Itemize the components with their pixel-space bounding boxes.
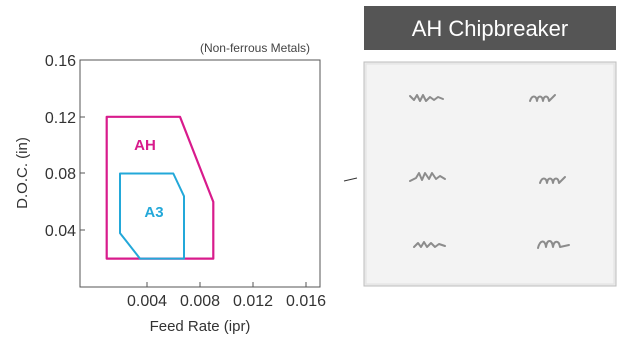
banner-title: AH Chipbreaker: [412, 16, 569, 41]
x-tick-label: 0.012: [233, 293, 273, 310]
x-axis-ticks: 0.004 0.008 0.012 0.016: [127, 282, 326, 310]
x-axis-title: Feed Rate (ipr): [150, 318, 251, 335]
x-tick-label: 0.008: [180, 293, 220, 310]
chip-sample: [409, 94, 444, 102]
chip-photo: [363, 61, 617, 287]
plot-frame: [79, 59, 321, 288]
chip-sample: [529, 94, 556, 102]
chart: 0.04 0.08 0.12 0.16 0.004 0.008 0.012 0.…: [14, 41, 326, 335]
chip-sample: [537, 240, 570, 249]
y-axis-ticks: 0.04 0.08 0.12 0.16: [45, 53, 85, 240]
y-axis-title: D.O.C. (in): [14, 137, 31, 209]
connector-line: [343, 177, 358, 182]
title-banner: [364, 6, 616, 50]
y-tick-label: 0.08: [45, 166, 76, 183]
chip-sample: [413, 241, 446, 248]
ah-region-outline: [105, 115, 215, 260]
photo-inner-shade: [365, 63, 615, 285]
y-tick-label: 0.16: [45, 53, 76, 70]
chip-sample: [409, 172, 446, 182]
y-tick-label: 0.12: [45, 110, 76, 127]
a3-region-outline: [119, 172, 185, 260]
a3-region-label: A3: [144, 204, 163, 221]
x-tick-label: 0.004: [127, 293, 167, 310]
x-tick-label: 0.016: [286, 293, 326, 310]
y-tick-label: 0.04: [45, 223, 76, 240]
chart-note: (Non-ferrous Metals): [200, 41, 310, 55]
chip-sample: [539, 176, 566, 184]
ah-region-label: AH: [134, 137, 156, 154]
